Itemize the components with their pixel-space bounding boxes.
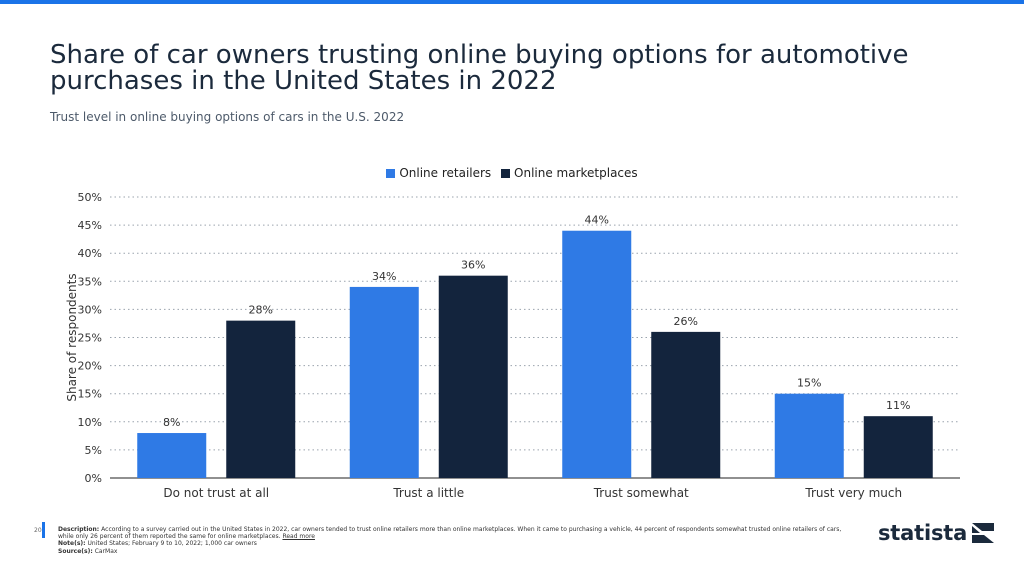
data-label: 36% [461, 259, 485, 272]
bar [863, 416, 933, 478]
top-accent-bar [0, 0, 1024, 4]
notes-label: Note(s): [58, 540, 86, 548]
x-tick-label: Trust somewhat [593, 486, 689, 500]
chart-subtitle: Trust level in online buying options of … [50, 110, 405, 124]
source-label: Source(s): [58, 547, 93, 555]
legend-label-online-retailers: Online retailers [399, 166, 492, 180]
footer-description-line: Description: According to a survey carri… [58, 526, 848, 540]
legend-swatch-online-marketplaces [501, 168, 511, 178]
logo-text: statista [878, 521, 968, 545]
data-label: 11% [886, 399, 910, 412]
bar [226, 320, 296, 478]
y-tick-label: 20% [78, 360, 102, 373]
chart-legend: Online retailers Online marketplaces [0, 166, 1024, 181]
description-label: Description: [58, 526, 100, 533]
source-text: CarMax [94, 547, 118, 555]
x-tick-label: Do not trust at all [163, 486, 269, 500]
y-tick-label: 5% [85, 444, 102, 457]
y-tick-label: 10% [78, 416, 102, 429]
y-tick-label: 45% [78, 219, 102, 232]
y-tick-label: 50% [78, 191, 102, 204]
footer-notes: Description: According to a survey carri… [58, 526, 848, 555]
legend-swatch-online-retailers [386, 168, 396, 178]
bar [562, 230, 632, 478]
data-label: 28% [249, 304, 273, 317]
legend-item-online-marketplaces[interactable]: Online marketplaces [501, 166, 638, 180]
x-tick-label: Trust very much [804, 486, 902, 500]
y-tick-label: 25% [78, 332, 102, 345]
footer-accent-bar [42, 522, 45, 538]
y-tick-label: 40% [78, 247, 102, 260]
description-text: According to a survey carried out in the… [58, 526, 842, 541]
y-tick-label: 30% [78, 303, 102, 316]
legend-label-online-marketplaces: Online marketplaces [514, 166, 638, 180]
footer-notes-line: Note(s): United States; February 9 to 10… [58, 540, 848, 547]
data-label: 15% [797, 377, 821, 390]
read-more-link[interactable]: Read more [282, 533, 315, 541]
data-label: 34% [372, 270, 396, 283]
notes-text: United States; February 9 to 10, 2022; 1… [87, 540, 257, 548]
bar [349, 286, 419, 478]
x-tick-label: Trust a little [392, 486, 464, 500]
data-label: 26% [674, 315, 698, 328]
bar-chart: 0% 5% 10% 15% 20% 25% 30% 35% 40% 45% 50% Share of … [65, 191, 960, 500]
y-axis-title: Share of respondents [65, 273, 79, 401]
bar [651, 331, 721, 478]
statista-logo-icon [972, 523, 995, 543]
y-tick-label: 15% [78, 388, 102, 401]
bar [137, 433, 207, 478]
statista-logo[interactable]: statista [878, 521, 995, 545]
chart-title: Share of car owners trusting online buyi… [50, 40, 909, 96]
page-number: 20 [34, 527, 42, 534]
bar [438, 275, 508, 478]
y-tick-label: 35% [78, 275, 102, 288]
legend-item-online-retailers[interactable]: Online retailers [386, 166, 491, 180]
data-label: 44% [585, 214, 609, 227]
data-label: 8% [163, 416, 180, 429]
footer-source-line: Source(s): CarMax [58, 548, 848, 555]
bar [774, 393, 844, 478]
y-tick-label: 0% [85, 472, 102, 485]
